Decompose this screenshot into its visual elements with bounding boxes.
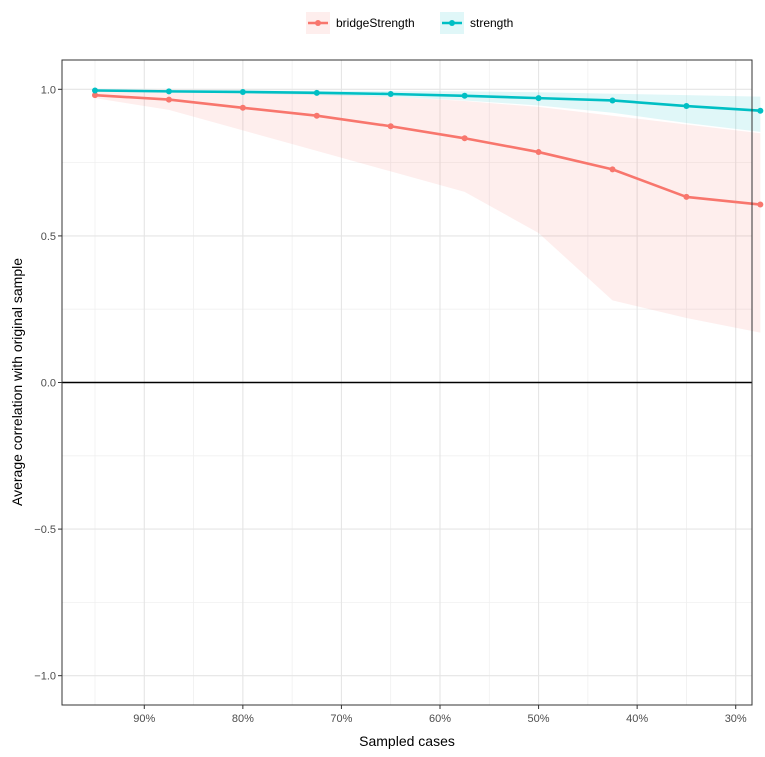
x-tick-label: 80% — [232, 713, 254, 725]
point-bridgeStrength — [387, 123, 394, 130]
point-bridgeStrength — [461, 135, 468, 142]
legend-key-point — [315, 20, 321, 26]
y-tick-label: 0.5 — [41, 231, 56, 243]
line-strength — [94, 89, 761, 113]
x-tick-label: 40% — [626, 713, 648, 725]
point-strength — [757, 107, 764, 114]
y-tick-label: 0.0 — [41, 378, 56, 390]
point-bridgeStrength — [535, 149, 542, 156]
point-strength — [239, 88, 246, 95]
y-tick-label: −1.0 — [34, 671, 56, 683]
y-tick-label: 1.0 — [41, 84, 56, 96]
x-tick-label: 90% — [133, 713, 155, 725]
ribbon-bridgeStrength — [95, 90, 761, 333]
x-tick-label: 60% — [429, 713, 451, 725]
y-tick-label: −0.5 — [34, 524, 56, 536]
legend-label: bridgeStrength — [336, 16, 415, 30]
y-axis-title: Average correlation with original sample — [9, 258, 25, 506]
y-axis: 1.0 0.5 0.0 −0.5 −1.0 — [34, 84, 62, 683]
series-lines — [94, 89, 761, 206]
point-bridgeStrength — [757, 201, 764, 208]
point-bridgeStrength — [239, 104, 246, 111]
point-strength — [165, 88, 172, 95]
legend-item-strength: strength — [440, 12, 513, 34]
point-strength — [535, 95, 542, 102]
point-bridgeStrength — [313, 112, 320, 119]
legend-item-bridgeStrength: bridgeStrength — [306, 12, 415, 34]
x-tick-label: 50% — [528, 713, 550, 725]
point-strength — [683, 103, 690, 110]
x-axis: 90% 80% 70% 60% 50% 40% 30% — [133, 705, 747, 725]
series-points — [92, 87, 764, 208]
legend-label: strength — [470, 16, 513, 30]
point-strength — [387, 91, 394, 98]
point-strength — [313, 89, 320, 96]
x-axis-title: Sampled cases — [359, 733, 455, 749]
line-bridgeStrength — [94, 93, 761, 206]
point-bridgeStrength — [683, 193, 690, 200]
point-bridgeStrength — [165, 96, 172, 103]
point-bridgeStrength — [92, 92, 98, 99]
point-strength — [609, 97, 616, 104]
point-bridgeStrength — [609, 166, 616, 173]
legend: bridgeStrength strength — [306, 12, 513, 34]
x-tick-label: 30% — [725, 713, 747, 725]
x-tick-label: 70% — [330, 713, 352, 725]
point-strength — [92, 87, 98, 94]
legend-key-point — [449, 20, 455, 26]
point-strength — [461, 92, 468, 99]
